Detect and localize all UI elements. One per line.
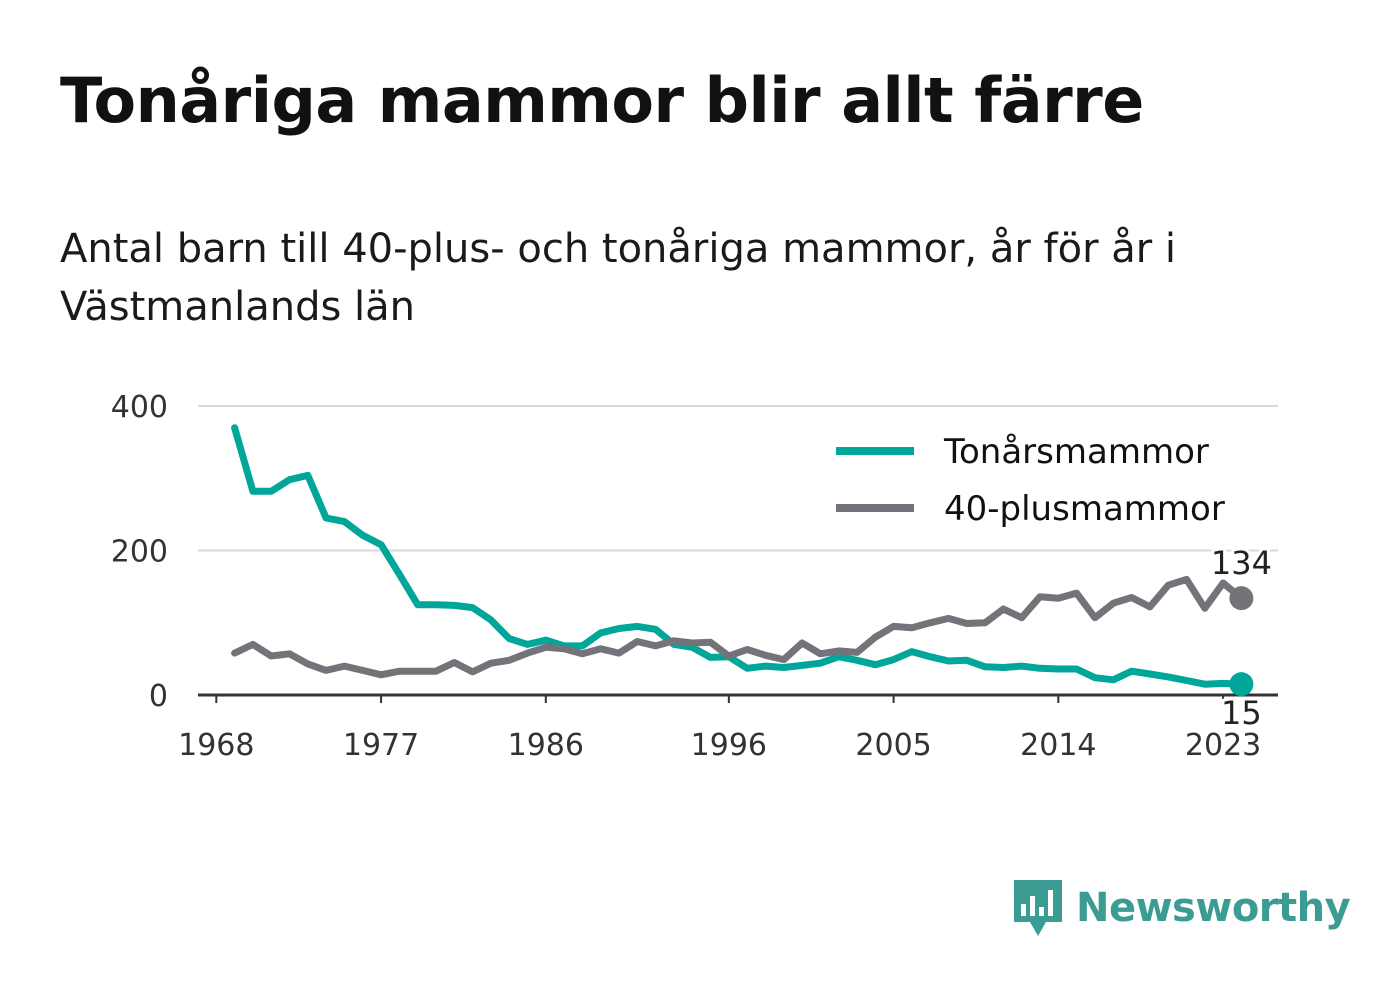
series-end-label-1: 134: [1211, 544, 1272, 582]
x-tick-label-2005: 2005: [855, 728, 931, 763]
x-tick-label-2023: 2023: [1185, 728, 1261, 763]
series-line-1: [231, 575, 1245, 679]
x-tick-label-1977: 1977: [343, 728, 419, 763]
newsworthy-logo-icon: [1014, 880, 1062, 936]
legend-label-1: 40-plusmammor: [944, 489, 1225, 529]
chart-title: Tonåriga mammor blir allt färre: [60, 64, 1144, 137]
legend-label-0: Tonårsmammor: [943, 432, 1209, 472]
x-tick-label-1968: 1968: [178, 728, 254, 763]
y-tick-label-400: 400: [111, 390, 168, 425]
y-tick-label-200: 200: [111, 535, 168, 570]
x-tick-label-2014: 2014: [1020, 728, 1096, 763]
x-tick-label-1996: 1996: [691, 728, 767, 763]
series-line-0: [231, 424, 1245, 688]
series-end-label-0: 15: [1221, 694, 1262, 732]
y-tick-label-0: 0: [149, 679, 168, 714]
series-end-point-1: [1229, 586, 1254, 611]
series-end-point-0: [1229, 672, 1254, 697]
newsworthy-logo: Newsworthy: [1012, 878, 1351, 938]
x-tick-label-1986: 1986: [508, 728, 584, 763]
chart-subtitle: Antal barn till 40-plus- och tonåriga ma…: [60, 226, 1177, 330]
brand-name: Newsworthy: [1076, 885, 1351, 931]
